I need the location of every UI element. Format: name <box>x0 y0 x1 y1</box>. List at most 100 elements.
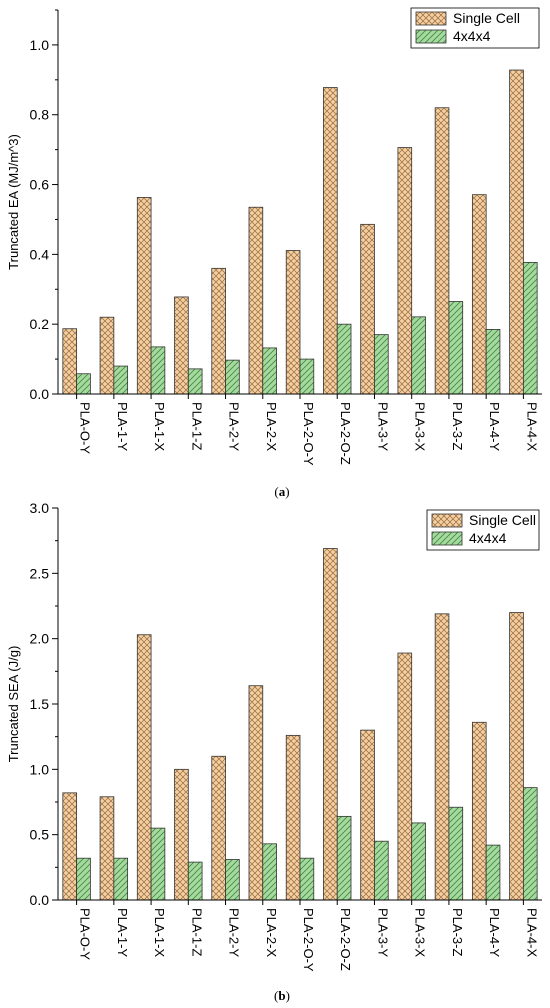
panel-b-bar-4x4x4-pla-1-x <box>150 827 166 901</box>
panel-b-bar-4x4x4-pla-1-y <box>113 857 129 901</box>
panel-b-x-tick-label: PLA-O-Y <box>78 908 93 960</box>
panel-b-y-tick-label: 1.0 <box>30 761 50 777</box>
panel-b-bar-4x4x4-pla-2-y <box>225 859 240 901</box>
panel-b-x-tick-label: PLA-3-X <box>413 908 428 957</box>
panel-a-x-tick-label: PLA-1-X <box>152 402 167 451</box>
panel-b-x-tick-label: PLA-2-X <box>264 908 279 957</box>
panel-a-bar-single-cell-pla-1-y <box>99 316 115 395</box>
panel-b-caption: (b) <box>274 988 290 1003</box>
panel-a-legend-swatch-4x4x4 <box>415 29 447 44</box>
panel-a-bar-single-cell-pla-3-x <box>397 147 413 395</box>
panel-b-x-tick-label: PLA-3-Z <box>450 908 465 956</box>
panel-b-bar-single-cell-pla-1-x <box>136 634 152 901</box>
panel-b-bar-single-cell-pla-o-y <box>62 792 78 901</box>
panel-b-y-tick-label: 0.5 <box>30 827 50 843</box>
panel-a-legend-label-single-cell: Single Cell <box>453 10 520 26</box>
panel-a-bar-4x4x4-pla-1-y <box>113 365 129 395</box>
panel-b-bars <box>62 548 538 901</box>
panel-a-x-tick-label: PLA-4-Y <box>487 402 502 451</box>
panel-a-x-tick-label: PLA-1-Z <box>189 402 204 450</box>
panel-b-bar-4x4x4-pla-2-o-z <box>336 815 352 901</box>
panel-b-bar-single-cell-pla-2-y <box>211 755 226 901</box>
panel-a-bar-single-cell-pla-2-x <box>248 206 264 395</box>
panel-a-legend-label-4x4x4: 4x4x4 <box>453 28 491 44</box>
panel-b-legend-label-single-cell: Single Cell <box>469 512 536 528</box>
panel-a-bar-single-cell-pla-4-y <box>471 194 487 395</box>
panel-b-x-tick-label: PLA-3-Y <box>375 908 390 957</box>
panel-b-bar-single-cell-pla-3-z <box>434 613 450 901</box>
panel-a-bar-single-cell-pla-2-o-y <box>285 250 301 395</box>
panel-b-x-tick-label: PLA-4-X <box>524 908 539 957</box>
panel-b-bar-single-cell-pla-4-x <box>509 612 524 901</box>
panel-a-y-tick-label: 0.8 <box>30 107 50 123</box>
panel-b-legend: Single Cell 4x4x4 <box>426 509 540 551</box>
panel-b-bar-4x4x4-pla-4-x <box>522 787 538 901</box>
panel-b-bar-single-cell-pla-3-x <box>397 652 413 901</box>
panel-a-y-tick-label: 1.0 <box>30 37 50 53</box>
panel-a-bar-4x4x4-pla-2-o-z <box>336 323 352 395</box>
panel-a-bar-single-cell-pla-1-x <box>136 197 152 395</box>
panel-b-y-tick-label: 2.5 <box>30 565 50 581</box>
panel-a-x-labels: PLA-O-Y PLA-1-Y PLA-1-X PLA-1-Z PLA-2-Y PLA-2… <box>76 394 539 466</box>
panel-a-bar-4x4x4-pla-2-o-y <box>299 358 315 395</box>
panel-a-x-tick-label: PLA-1-Y <box>115 402 130 451</box>
panel-a-y-tick-label: 0.6 <box>30 177 50 193</box>
panel-b-x-labels: PLA-O-Y PLA-1-Y PLA-1-X PLA-1-Z PLA-2-Y PLA-2… <box>76 900 539 972</box>
panel-a-x-tick-label: PLA-2-Y <box>227 402 242 451</box>
panel-b-bar-4x4x4-pla-o-y <box>76 857 91 901</box>
panel-a-bar-4x4x4-pla-3-y <box>374 334 389 395</box>
panel-b-y-axis-title: Truncated SEA (J/g) <box>6 646 21 763</box>
panel-a-y-tick-label: 0.4 <box>30 246 50 262</box>
panel-a-legend: Single Cell 4x4x4 <box>410 7 540 49</box>
panel-a-bar-4x4x4-pla-3-x <box>411 316 426 395</box>
panel-a-bar-single-cell-pla-3-z <box>434 107 450 395</box>
panel-b-bar-4x4x4-pla-4-y <box>485 844 501 901</box>
panel-a-x-tick-label: PLA-2-X <box>264 402 279 451</box>
panel-a-axes <box>57 10 542 395</box>
panel-b-x-tick-label: PLA-1-Z <box>189 908 204 956</box>
panel-a-bars <box>62 69 538 395</box>
panel-a-bar-4x4x4-pla-2-y <box>225 359 240 395</box>
panel-a-x-tick-label: PLA-3-Y <box>375 402 390 451</box>
panel-b-legend-swatch-4x4x4 <box>431 531 463 546</box>
panel-a-bar-4x4x4-pla-o-y <box>76 373 91 395</box>
panel-b-y-tick-label: 2.0 <box>30 631 50 647</box>
panel-b-bar-single-cell-pla-2-o-z <box>323 548 338 901</box>
panel-b-bar-single-cell-pla-1-y <box>99 796 115 901</box>
panel-a-x-tick-label: PLA-3-X <box>413 402 428 451</box>
panel-a-y-tick-label: 0.2 <box>30 316 50 332</box>
panel-b-x-tick-label: PLA-2-O-Z <box>338 908 353 971</box>
panel-a-bar-single-cell-pla-3-y <box>360 223 375 395</box>
panel-a-bar-single-cell-pla-1-z <box>174 296 189 395</box>
panel-b-bar-4x4x4-pla-2-o-y <box>299 857 315 901</box>
panel-a-bar-4x4x4-pla-1-z <box>187 368 203 395</box>
panel-a-y-tick-label: 0.0 <box>30 386 50 402</box>
panel-b-legend-swatch-single-cell <box>431 513 463 528</box>
panel-a-bar-single-cell-pla-o-y <box>62 328 78 395</box>
panel-a-bar-4x4x4-pla-4-y <box>485 329 501 395</box>
panel-b-bar-single-cell-pla-3-y <box>360 729 375 901</box>
panel-b-bar-4x4x4-pla-3-y <box>374 840 389 901</box>
panel-b-x-tick-label: PLA-1-Y <box>115 908 130 957</box>
panel-b-bar-4x4x4-pla-3-z <box>448 806 464 901</box>
panel-a-y-axis-title: Truncated EA (MJ/m^3) <box>6 134 21 270</box>
panel-a-bar-single-cell-pla-4-x <box>509 69 524 395</box>
panel-b-y-tick-label: 1.5 <box>30 696 50 712</box>
panel-a-x-tick-label: PLA-2-O-Z <box>338 402 353 465</box>
panel-b-bar-single-cell-pla-1-z <box>174 768 189 901</box>
panel-b-y-tick-label: 3.0 <box>30 500 50 516</box>
panel-a-bar-4x4x4-pla-1-x <box>150 346 166 395</box>
panel-a-x-tick-label: PLA-3-Z <box>450 402 465 450</box>
panel-b-bar-single-cell-pla-4-y <box>471 721 487 901</box>
panel-b-bar-single-cell-pla-2-x <box>248 685 264 901</box>
panel-b-bar-4x4x4-pla-1-z <box>187 861 203 901</box>
chart-panel-a: 0.0 0.2 0.4 0.6 0.8 1.0 PLA-O-Y PLA-1-Y PLA-1-X… <box>6 7 542 499</box>
panel-b-x-tick-label: PLA-2-O-Y <box>301 908 316 972</box>
panel-a-legend-swatch-single-cell <box>415 11 447 26</box>
panel-b-legend-label-4x4x4: 4x4x4 <box>469 530 507 546</box>
panel-b-y-tick-label: 0.0 <box>30 892 50 908</box>
panel-a-caption: (a) <box>274 484 289 499</box>
panel-b-y-ticks: 0.0 0.5 1.0 1.5 2.0 2.5 3.0 <box>30 500 58 908</box>
panel-a-x-tick-label: PLA-4-X <box>524 402 539 451</box>
